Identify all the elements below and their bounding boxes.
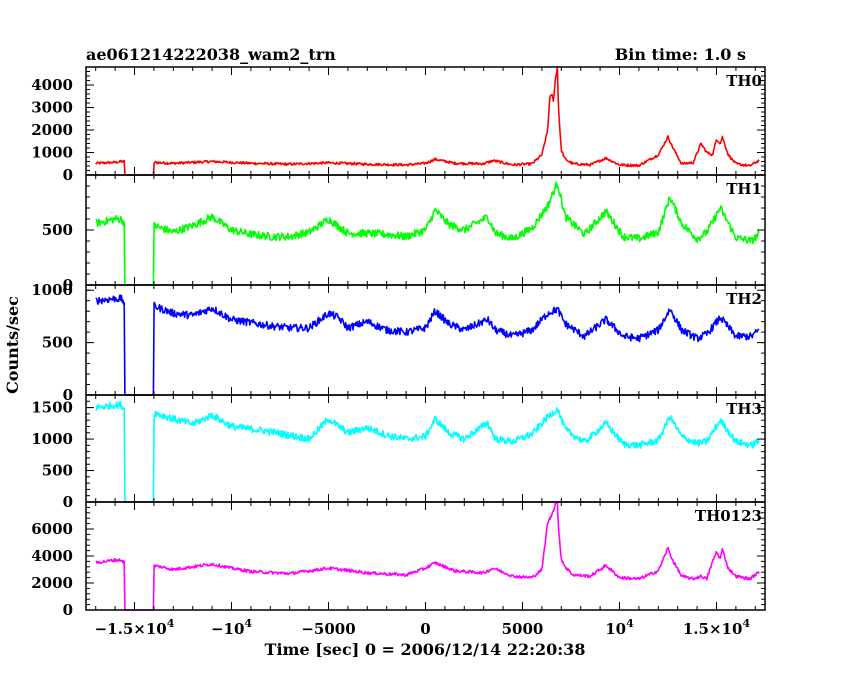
y-tick-label: 1500 — [31, 399, 73, 417]
panel-name-label: TH0123 — [695, 507, 762, 525]
panel-name-label: TH1 — [726, 180, 762, 198]
y-tick-label: 2000 — [31, 121, 73, 139]
x-tick-label: 104 — [605, 617, 634, 638]
chart-title: ae061214222038_wam2_trn — [86, 45, 336, 64]
x-tick-label: −1.5×104 — [95, 617, 175, 638]
x-tick-label: −5000 — [301, 620, 355, 638]
x-tick-label-base: 1.5×10 — [683, 620, 743, 638]
y-tick-label: 0 — [63, 386, 73, 404]
y-tick-label: 3000 — [31, 99, 73, 117]
panel-name-label: TH2 — [726, 290, 762, 308]
y-tick-label: 0 — [63, 601, 73, 619]
series-line-th1 — [95, 181, 760, 286]
panel-frame — [85, 394, 766, 503]
series-line-th0 — [95, 66, 760, 176]
panel-name-label: TH0 — [726, 72, 762, 90]
y-tick-label: 4000 — [31, 547, 73, 565]
panel-th1: 0 500 TH1 — [42, 174, 766, 294]
y-tick-label: 0 — [63, 493, 73, 511]
x-tick-label: 1.5×104 — [683, 617, 751, 638]
x-tick-label-exponent: 4 — [167, 617, 175, 630]
x-tick-label-base: 5000 — [502, 620, 544, 638]
panel-frame — [85, 501, 766, 611]
y-tick-label: 1000 — [31, 144, 73, 162]
y-tick-label: 500 — [42, 334, 73, 352]
y-tick-label: 500 — [42, 221, 73, 239]
y-tick-label: 2000 — [31, 574, 73, 592]
y-tick-label: 6000 — [31, 520, 73, 538]
y-tick-label: 0 — [63, 276, 73, 294]
x-tick-label-base: −5000 — [301, 620, 355, 638]
y-tick-label: 4000 — [31, 76, 73, 94]
x-tick-label-base: 0 — [420, 620, 430, 638]
y-axis-label: Counts/sec — [3, 296, 22, 394]
x-tick-label-base: −1.5×10 — [95, 620, 167, 638]
x-tick-label: −104 — [211, 617, 252, 638]
panel-frame — [85, 66, 766, 176]
panel-name-label: TH3 — [726, 400, 762, 418]
x-tick-label-exponent: 4 — [742, 617, 750, 630]
panel-th0123: 0 2000 4000 6000 TH0123 — [31, 501, 766, 619]
series-line-th3 — [95, 401, 760, 503]
x-tick-label-exponent: 4 — [244, 617, 252, 630]
panel-th2: 0 500 1000 TH2 — [31, 281, 766, 404]
y-tick-label: 500 — [42, 462, 73, 480]
x-tick-label: 5000 — [502, 620, 544, 638]
y-tick-label: 0 — [63, 166, 73, 184]
series-line-th0123 — [95, 501, 760, 611]
x-axis-ticks: −1.5×104 −104 −5000 0 5000 104 1.5×104 — [95, 617, 751, 638]
x-tick-label-base: 10 — [605, 620, 626, 638]
y-tick-label: 1000 — [31, 430, 73, 448]
x-tick-label: 0 — [420, 620, 430, 638]
bin-time-label: Bin time: 1.0 s — [615, 45, 746, 64]
panel-th0: 0 1000 2000 3000 4000 TH0 — [31, 66, 766, 184]
x-tick-label-exponent: 4 — [626, 617, 634, 630]
panel-th3: 0 500 1000 1500 TH3 — [31, 394, 766, 511]
y-tick-label: 1000 — [31, 281, 73, 299]
series-line-th2 — [95, 294, 760, 396]
x-tick-label-base: −10 — [211, 620, 244, 638]
x-axis-label: Time [sec] 0 = 2006/12/14 22:20:38 — [265, 640, 586, 659]
panel-frame — [85, 284, 766, 396]
